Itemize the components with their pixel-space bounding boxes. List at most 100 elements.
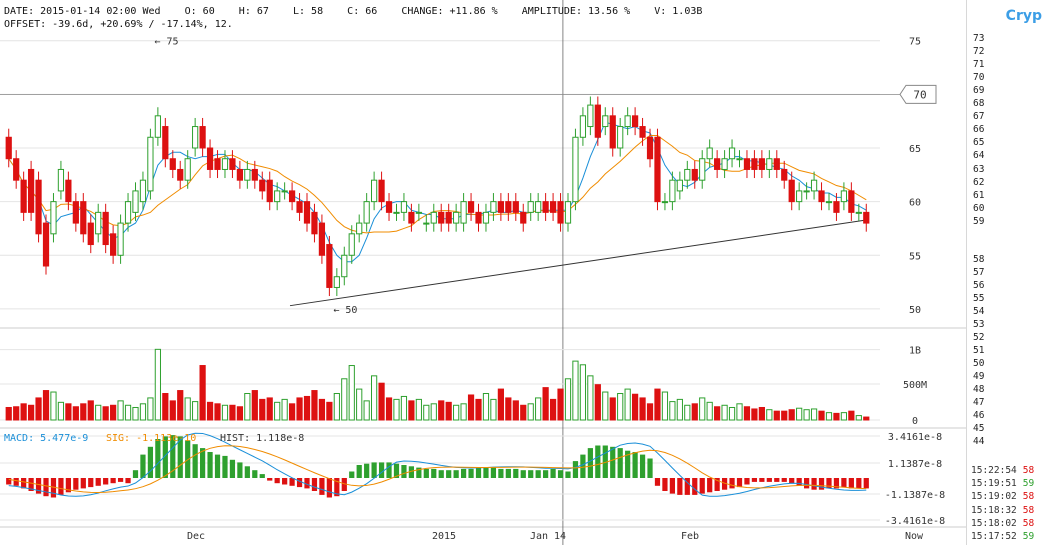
macd-histogram-bar [378,462,385,478]
volume-bar [356,388,363,421]
candle-body [818,190,825,203]
volume-bar [296,397,303,421]
candle-body [274,190,281,203]
volume-bar [512,400,519,421]
price-tick-label: 60 [909,198,921,209]
macd-histogram-bar [341,478,347,491]
candle-body [214,158,221,170]
volume-bar [326,401,333,421]
ticker-row: 15:18:32 58 [971,505,1034,516]
macd-histogram-bar [587,448,593,478]
volume-bar [251,390,258,421]
macd-histogram-bar [617,448,623,478]
volume-bar [803,409,810,421]
ticker-row: 15:18:02 58 [971,518,1034,529]
volume-bar [617,393,624,421]
volume-bar [758,406,765,421]
volume-bar [27,404,35,421]
side-panel: Cryp 73 72 71 70 69 68 67 66 65 64 63 62 61 60 59 58 57 5… [966,0,1043,545]
volume-bar [72,406,79,421]
volume-bar [527,403,534,421]
macd-histogram-bar [125,478,131,484]
volume-bar [661,391,669,421]
side-scale-label: 71 [973,59,985,71]
candle-body [810,179,818,192]
ticker-time: 15:19:51 [971,478,1017,490]
side-scale-label: 59 [973,215,985,227]
candle-body [438,211,445,224]
macd-histogram-bar [550,468,556,478]
ticker-time: 15:22:54 [971,465,1017,476]
volume-bar [236,406,244,421]
side-scale-label: 56 [973,279,985,291]
macd-histogram-bar [326,478,332,498]
macd-histogram-bar [804,478,810,489]
candle-body [758,158,765,170]
macd-histogram-bar [565,471,571,478]
candle-body [684,168,691,181]
volume-bar [50,391,57,421]
volume-bar [781,410,788,421]
volume-bar [378,382,385,421]
macd-histogram-bar [580,454,586,478]
volume-bar [654,388,661,421]
macd-histogram-bar [781,478,787,482]
macd-histogram-bar [199,448,206,478]
macd-histogram-bar [35,478,42,494]
volume-bar [132,406,139,421]
volume-bar [400,395,408,421]
volume-bar [609,397,616,421]
volume-bar [199,365,206,421]
candle-body [788,179,795,203]
volume-bar [288,403,296,421]
macd-histogram-bar [289,478,295,486]
macd-histogram-bar [446,470,452,478]
macd-histogram-bar [416,467,422,478]
volume-bar [184,397,191,421]
macd-histogram-bar [393,463,400,478]
macd-histogram-bar [356,465,362,478]
candle-body [848,190,855,213]
candle-body [863,211,870,224]
macd-histogram-bar [796,478,802,486]
volume-bar [646,403,654,421]
volume-bar [453,404,460,421]
candle-body [467,201,475,213]
volume-bar [594,384,601,421]
macd-histogram-bar [818,478,825,490]
volume-bar [788,409,795,421]
volume-bar [259,398,266,421]
candle-body [35,179,42,235]
volume-bar [825,412,833,421]
volume-bar [766,409,773,421]
volume-bar [535,397,542,421]
volume-bar [863,416,870,421]
candle-body [102,211,109,246]
macd-histogram-bar [28,478,34,491]
macd-histogram-bar [95,478,101,486]
macd-histogram-bar [677,478,683,495]
macd-histogram-bar [714,478,720,491]
volume-bar [162,393,169,421]
candle-body [572,136,579,203]
volume-bar [639,397,646,421]
candle-body [535,201,542,213]
ticker-time: 15:18:32 [971,504,1017,516]
candle-body [430,211,437,224]
candle-body [691,168,698,181]
candle-body [624,115,631,128]
candle-body [50,201,57,235]
volume-bar [736,403,743,421]
ticker-time: 15:19:02 [971,491,1017,503]
candle-body [132,190,139,213]
macd-histogram-bar [319,478,325,495]
volume-bar [467,394,475,421]
macd-histogram-bar [408,466,415,478]
side-scale-label: 58 [973,253,985,265]
volume-bar [796,407,803,421]
macd-histogram-bar [707,478,713,493]
side-scale-label: 60 [973,202,985,214]
volume-bar [117,400,124,421]
volume-bar [751,408,758,421]
side-scale-label: 44 [973,436,985,448]
